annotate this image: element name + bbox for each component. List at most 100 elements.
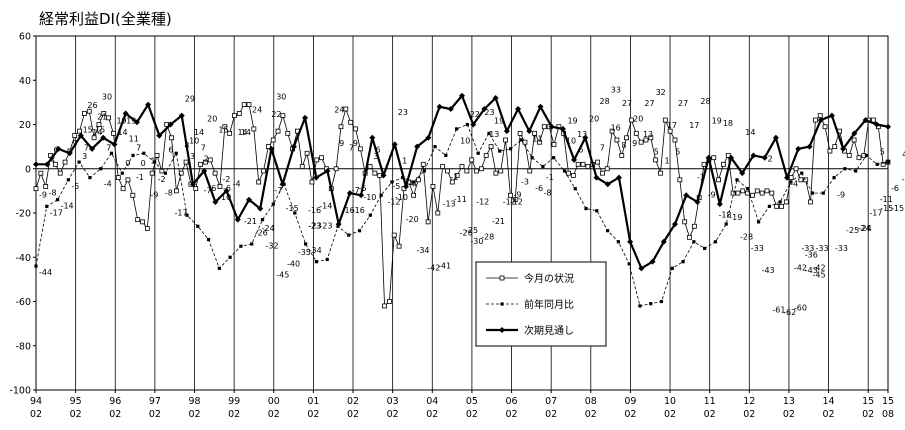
data-point xyxy=(217,184,223,189)
data-label: 15 xyxy=(218,126,228,135)
data-point xyxy=(62,159,68,165)
data-point xyxy=(120,186,126,192)
data-label: 19 xyxy=(126,117,136,126)
data-point xyxy=(481,106,488,113)
data-point xyxy=(843,167,847,171)
data-point xyxy=(185,213,189,217)
data-point xyxy=(832,144,838,150)
data-point xyxy=(584,206,588,211)
legend-marker xyxy=(499,327,505,333)
data-point xyxy=(314,157,320,163)
data-label: 33 xyxy=(611,86,621,95)
data-label: -26 xyxy=(255,228,268,237)
x-tick-year: 94 xyxy=(30,396,42,407)
data-point xyxy=(333,166,339,172)
data-point xyxy=(271,202,275,206)
data-point xyxy=(595,209,599,213)
data-point xyxy=(348,119,354,125)
data-point xyxy=(469,157,475,163)
data-point xyxy=(411,192,416,198)
data-point xyxy=(420,161,426,167)
data-point xyxy=(111,141,118,148)
data-point xyxy=(537,139,542,145)
data-point xyxy=(449,179,455,185)
data-label: 24 xyxy=(334,106,344,115)
data-point xyxy=(750,192,755,198)
data-point xyxy=(290,143,297,150)
data-label: 6 xyxy=(578,145,583,154)
data-point xyxy=(517,130,523,136)
data-point xyxy=(89,145,96,152)
data-label: -33 xyxy=(835,244,848,253)
x-tick-year: 14 xyxy=(823,396,835,407)
data-point xyxy=(478,166,484,172)
y-tick-label: -80 xyxy=(15,341,31,352)
x-tick-month: 02 xyxy=(268,409,280,420)
x-tick-year: 15 xyxy=(882,396,894,407)
data-point xyxy=(821,191,825,195)
data-point xyxy=(856,155,862,161)
data-point xyxy=(541,124,547,130)
data-point xyxy=(207,157,213,163)
data-point xyxy=(754,188,760,194)
data-label: 20 xyxy=(633,115,643,124)
data-point xyxy=(862,117,869,124)
data-label: 6 xyxy=(168,145,173,154)
x-tick-month: 02 xyxy=(387,409,399,420)
data-point xyxy=(115,175,121,181)
data-label: -15 xyxy=(880,204,893,213)
data-point xyxy=(212,198,219,205)
data-label: -6 xyxy=(891,184,899,193)
data-point xyxy=(257,205,264,212)
x-axis: 94 02 95 02 96 02 97 02 98 02 99 02 00 02 01 02 02 02 03 02… xyxy=(30,390,894,420)
data-point xyxy=(783,199,789,205)
data-label: 1 xyxy=(402,157,407,166)
data-point xyxy=(772,134,779,141)
data-label: -9 xyxy=(514,191,522,200)
data-label: 30 xyxy=(102,92,112,101)
data-point xyxy=(681,260,685,264)
legend-marker xyxy=(500,302,504,306)
data-point xyxy=(380,172,387,179)
data-point xyxy=(343,106,349,112)
data-label: 26 xyxy=(87,101,97,110)
data-point xyxy=(746,187,750,191)
data-point xyxy=(285,130,291,136)
data-point xyxy=(864,153,869,158)
data-point xyxy=(667,128,673,134)
data-point xyxy=(163,171,168,175)
x-tick-year: 00 xyxy=(268,396,280,407)
data-point xyxy=(851,137,857,143)
data-point xyxy=(324,167,331,174)
data-label: -1 xyxy=(450,173,458,182)
data-label: -25 xyxy=(846,226,859,235)
data-labels: -9-442-17-8-1496-573157-4141101572614-22… xyxy=(39,86,905,317)
data-label: 0 xyxy=(141,159,146,168)
data-point xyxy=(683,192,690,199)
data-label: -9 xyxy=(708,191,716,200)
data-point xyxy=(784,174,791,181)
data-point xyxy=(817,117,824,124)
data-point xyxy=(653,157,659,163)
data-label: -15 xyxy=(891,204,904,213)
data-point xyxy=(433,145,437,149)
data-point xyxy=(627,262,631,266)
data-point xyxy=(739,170,746,177)
data-point xyxy=(382,303,387,309)
data-label: -8 xyxy=(49,188,57,197)
data-label: 14 xyxy=(745,128,755,137)
data-label: -12 xyxy=(476,197,489,206)
data-label: 21 xyxy=(97,112,107,121)
data-point xyxy=(379,193,383,197)
vertical-gridlines xyxy=(75,36,869,390)
data-label: -4 xyxy=(409,180,417,189)
data-label: -8 xyxy=(543,188,551,197)
data-point xyxy=(459,164,465,169)
data-label: 7 xyxy=(201,143,206,152)
data-point xyxy=(767,204,771,208)
data-point xyxy=(227,130,233,136)
data-point xyxy=(575,161,581,167)
data-label: -2 xyxy=(222,175,230,184)
data-point xyxy=(522,139,528,145)
y-tick-label: 60 xyxy=(19,32,31,43)
